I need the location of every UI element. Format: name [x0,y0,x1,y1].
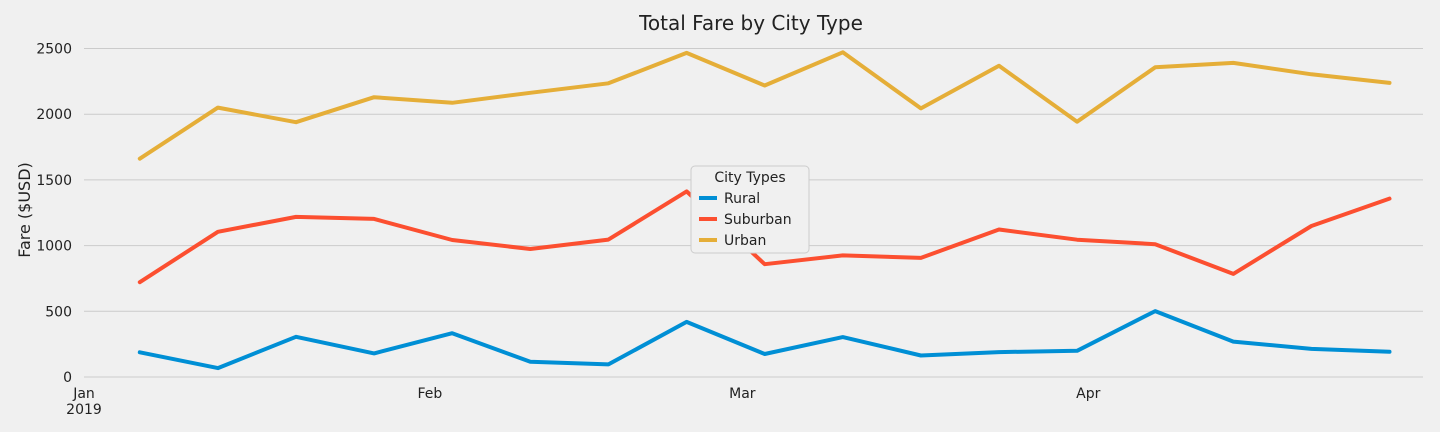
legend-label-suburban: Suburban [724,212,792,228]
series-line-rural [137,309,1392,371]
x-tick-label: Mar [729,386,756,402]
x-tick-sublabel: 2019 [66,402,102,418]
legend-items: Rural Suburban Urban [699,191,792,249]
chart-title: Total Fare by City Type [638,11,863,35]
legend: City Types Rural Suburban Urban [690,165,810,254]
legend-label-rural: Rural [724,191,760,207]
x-tick-label: Apr [1076,386,1100,402]
x-tick-label: Feb [418,386,443,402]
y-tick-label: 2500 [36,42,72,58]
legend-box [690,165,810,254]
series-line-suburban [137,189,1392,285]
legend-label-urban: Urban [724,233,766,249]
y-tick-label: 0 [63,370,72,386]
y-axis-label: Fare ($USD) [15,162,34,258]
x-tick-label: Jan [72,386,95,402]
y-tick-label: 1000 [36,239,72,255]
y-axis-ticks: 0 500 1000 1500 2000 2500 [36,42,72,386]
series-lines [137,50,1392,371]
series-line-urban [137,50,1392,161]
legend-title: City Types [714,170,785,186]
y-tick-label: 2000 [36,107,72,123]
y-tick-label: 500 [45,304,72,320]
y-tick-label: 1500 [36,173,72,189]
